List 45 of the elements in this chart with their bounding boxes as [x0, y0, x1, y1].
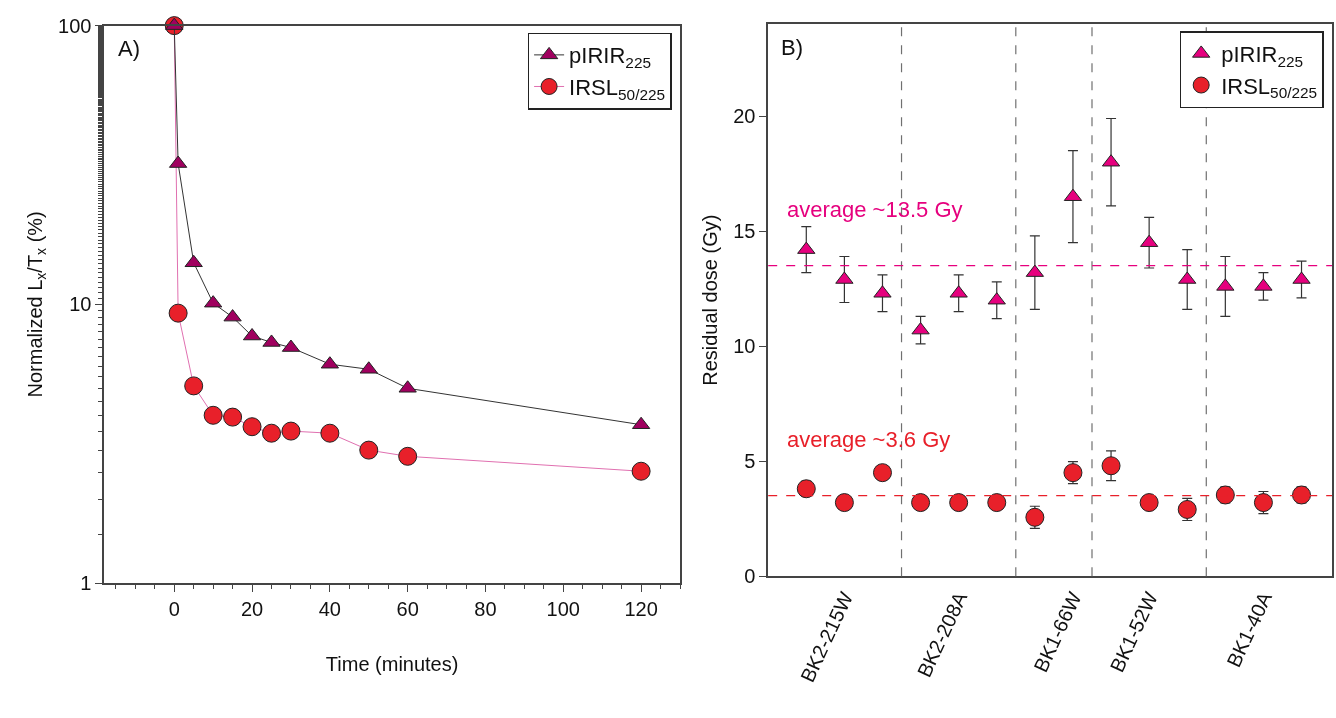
- point: [987, 493, 1007, 513]
- point: [203, 405, 223, 425]
- text: B): [781, 35, 803, 60]
- point: [184, 254, 203, 268]
- y-tick-label: 100: [58, 14, 92, 37]
- point: [281, 421, 301, 441]
- point: [872, 463, 892, 483]
- point: [1139, 493, 1159, 513]
- legend-label: pIRIR$_{225}$: [569, 43, 652, 72]
- x-axis-title: Time (minutes): [325, 652, 459, 675]
- x-tick-label: 120: [624, 597, 658, 620]
- text: A): [118, 36, 140, 61]
- point: [320, 423, 340, 443]
- legend-label: IRSL$_{50/225}$: [569, 75, 666, 103]
- point: [911, 493, 931, 513]
- point: [1253, 493, 1273, 513]
- x-tick-label: 100: [546, 597, 580, 620]
- ref-line-label: average ~3.6 Gy: [787, 427, 951, 452]
- x-tick-label: 20: [240, 597, 264, 620]
- legend-label: IRSL$_{50/225}$: [1221, 73, 1318, 102]
- point: [1101, 456, 1121, 476]
- x-tick-label: 80: [474, 597, 497, 620]
- y-tick-label: 10: [733, 335, 756, 358]
- point: [184, 376, 204, 396]
- y-axis-title: Residual dose (Gy): [699, 214, 722, 386]
- y-tick-label: 10: [69, 293, 92, 316]
- point: [949, 493, 969, 513]
- y-tick-label: 20: [733, 105, 756, 128]
- x-tick-label: 60: [396, 597, 419, 620]
- y-tick-label: 15: [733, 220, 756, 243]
- point: [834, 493, 854, 513]
- point: [398, 446, 418, 466]
- point: [262, 423, 282, 443]
- x-tick-label: 40: [318, 597, 341, 620]
- y-tick-label: 1: [80, 572, 92, 595]
- legend-label: pIRIR$_{225}$: [1221, 42, 1304, 70]
- point: [223, 407, 243, 427]
- point: [631, 461, 651, 481]
- y-tick-label: 5: [744, 450, 756, 473]
- x-tick-label: 0: [168, 597, 180, 620]
- point: [242, 417, 262, 437]
- point: [359, 440, 379, 460]
- ref-line-label: average ~13.5 Gy: [787, 197, 963, 222]
- point: [168, 303, 188, 323]
- y-tick-label: 0: [744, 565, 756, 588]
